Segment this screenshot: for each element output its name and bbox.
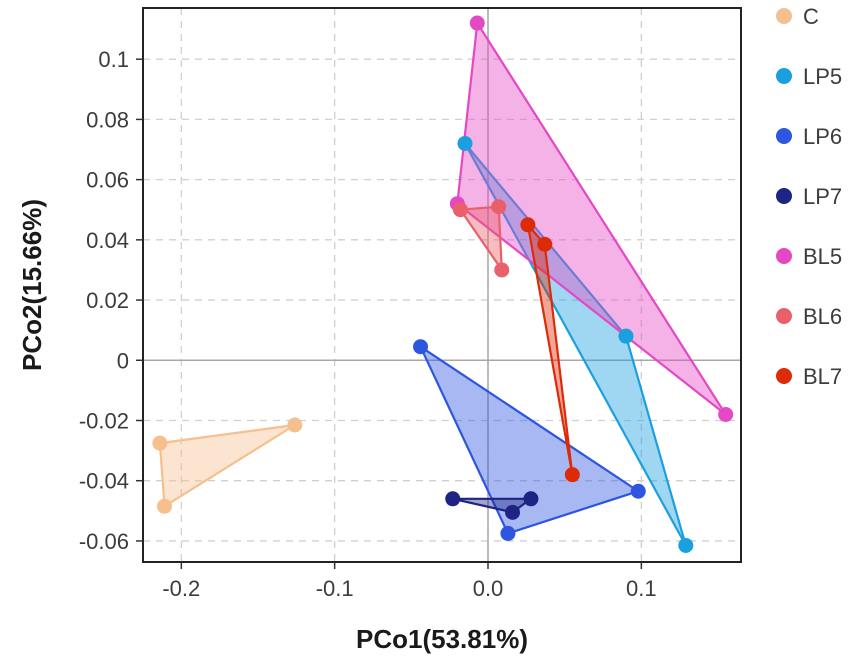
y-tick-label: 0 <box>117 348 129 373</box>
legend-marker-lp6 <box>776 128 792 144</box>
legend-label-lp5: LP5 <box>803 64 842 89</box>
hull-c <box>158 423 296 508</box>
hull-lp6 <box>419 345 640 535</box>
y-tick-label: 0.04 <box>86 228 129 253</box>
point-lp6 <box>630 483 646 499</box>
y-tick-label: 0.08 <box>86 107 129 132</box>
x-tick-label: 0.1 <box>626 576 657 601</box>
point-c <box>156 498 172 514</box>
point-bl6 <box>491 199 507 215</box>
point-c <box>152 435 168 451</box>
legend-marker-bl6 <box>776 308 792 324</box>
point-lp7 <box>505 504 521 520</box>
y-tick-label: -0.04 <box>79 469 129 494</box>
y-tick-label: -0.02 <box>79 408 129 433</box>
y-tick-label: 0.1 <box>98 47 129 72</box>
legend-label-bl6: BL6 <box>803 304 842 329</box>
legend-marker-bl5 <box>776 248 792 264</box>
legend-marker-lp5 <box>776 68 792 84</box>
y-tick-label: 0.06 <box>86 168 129 193</box>
hull-bl5 <box>456 22 727 416</box>
point-bl7 <box>564 467 580 483</box>
point-bl6 <box>494 262 510 278</box>
legend-label-bl5: BL5 <box>803 244 842 269</box>
point-lp5 <box>457 135 473 151</box>
x-tick-label: -0.1 <box>316 576 354 601</box>
legend-label-lp6: LP6 <box>803 124 842 149</box>
point-lp6 <box>413 339 429 355</box>
x-tick-label: -0.2 <box>162 576 200 601</box>
point-bl6 <box>452 202 468 218</box>
point-bl5 <box>718 406 734 422</box>
y-tick-label: 0.02 <box>86 288 129 313</box>
hull-bl7 <box>526 223 574 476</box>
legend-marker-bl7 <box>776 368 792 384</box>
x-axis-ticks: -0.2 -0.1 0.0 0.1 <box>162 562 657 601</box>
x-tick-label: 0.0 <box>473 576 504 601</box>
y-axis-title: PCo2(15.66%) <box>17 199 47 371</box>
point-c <box>287 417 303 433</box>
legend-label-c: C <box>803 4 819 29</box>
point-lp7 <box>445 491 461 507</box>
point-bl7 <box>520 217 536 233</box>
legend-label-lp7: LP7 <box>803 184 842 209</box>
group-hulls <box>158 22 727 547</box>
point-lp5 <box>678 537 694 553</box>
plot-frame <box>142 7 742 563</box>
data-points <box>152 15 734 553</box>
point-lp6 <box>500 525 516 541</box>
point-lp7 <box>523 491 539 507</box>
y-axis-ticks: -0.06 -0.04 -0.02 0 0.02 0.04 0.06 0.08 0.1 <box>79 47 143 554</box>
point-bl5 <box>469 15 485 31</box>
legend-marker-c <box>776 8 792 24</box>
point-lp5 <box>618 328 634 344</box>
y-tick-label: -0.06 <box>79 529 129 554</box>
x-axis-title: PCo1(53.81%) <box>356 624 528 654</box>
hull-bl6 <box>459 205 503 271</box>
legend-label-bl7: BL7 <box>803 364 842 389</box>
point-bl7 <box>537 236 553 252</box>
legend: C LP5 LP6 LP7 BL5 BL6 BL7 <box>776 4 842 389</box>
legend-marker-lp7 <box>776 188 792 204</box>
